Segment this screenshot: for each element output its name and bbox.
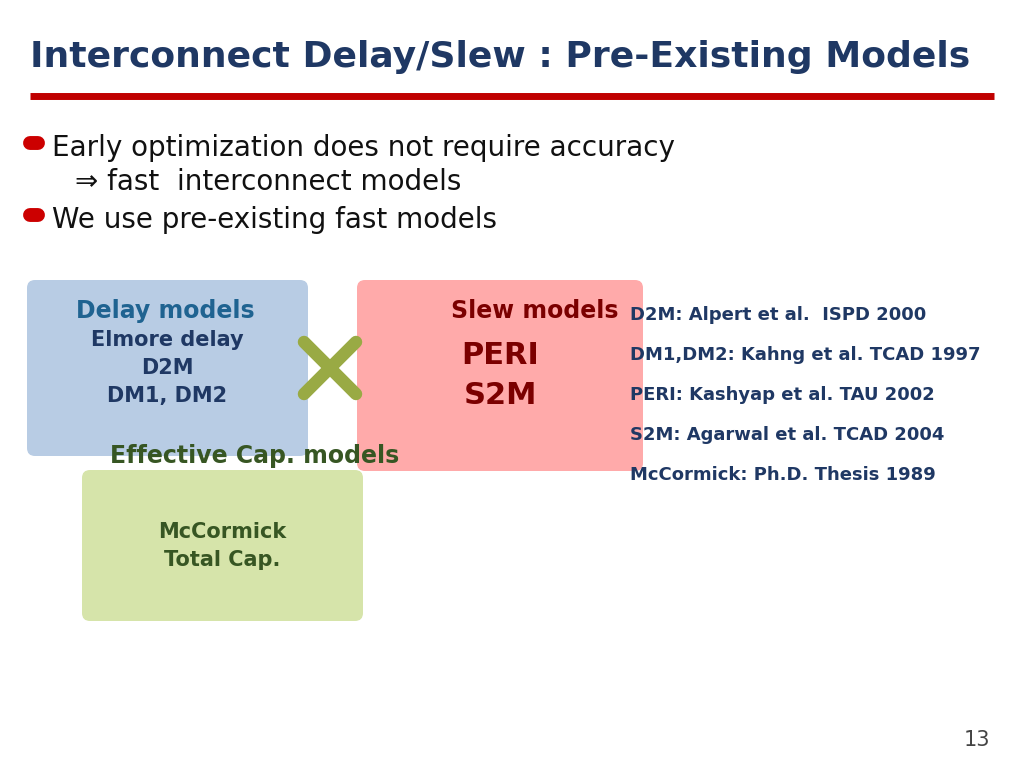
FancyBboxPatch shape: [27, 280, 308, 456]
Text: We use pre-existing fast models: We use pre-existing fast models: [52, 206, 497, 234]
Text: Elmore delay
D2M
DM1, DM2: Elmore delay D2M DM1, DM2: [91, 330, 244, 406]
Text: Interconnect Delay/Slew : Pre-Existing Models: Interconnect Delay/Slew : Pre-Existing M…: [30, 40, 971, 74]
Text: Effective Cap. models: Effective Cap. models: [111, 444, 399, 468]
Text: McCormick: Ph.D. Thesis 1989: McCormick: Ph.D. Thesis 1989: [630, 466, 936, 484]
Text: S2M: Agarwal et al. TCAD 2004: S2M: Agarwal et al. TCAD 2004: [630, 426, 944, 444]
Text: PERI: Kashyap et al. TAU 2002: PERI: Kashyap et al. TAU 2002: [630, 386, 935, 404]
Text: Slew models: Slew models: [452, 299, 618, 323]
Text: McCormick
Total Cap.: McCormick Total Cap.: [159, 521, 287, 570]
Text: D2M: Alpert et al.  ISPD 2000: D2M: Alpert et al. ISPD 2000: [630, 306, 927, 324]
FancyBboxPatch shape: [357, 280, 643, 471]
Text: 13: 13: [964, 730, 990, 750]
Text: ⇒ fast  interconnect models: ⇒ fast interconnect models: [75, 168, 462, 196]
FancyBboxPatch shape: [82, 470, 362, 621]
Text: DM1,DM2: Kahng et al. TCAD 1997: DM1,DM2: Kahng et al. TCAD 1997: [630, 346, 981, 364]
Text: Early optimization does not require accuracy: Early optimization does not require accu…: [52, 134, 675, 162]
Text: Delay models: Delay models: [76, 299, 254, 323]
Text: PERI
S2M: PERI S2M: [461, 341, 539, 410]
